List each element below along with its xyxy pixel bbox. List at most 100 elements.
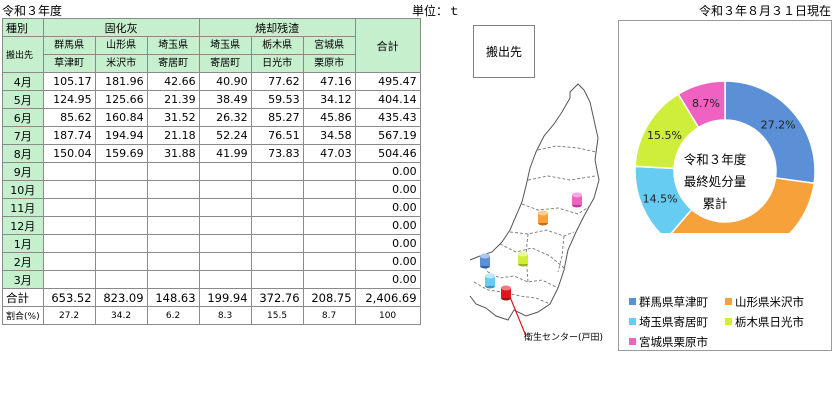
marker-yonezawa-icon	[538, 210, 548, 226]
legend-swatch	[725, 318, 732, 325]
table-row: 3月 0.00	[2, 270, 421, 289]
value-cell	[302, 216, 356, 235]
value-cell	[198, 270, 252, 289]
value-cell	[146, 234, 200, 253]
month-label: 4月	[2, 72, 44, 91]
value-cell	[146, 270, 200, 289]
col-place: 日光市	[250, 54, 304, 73]
value-cell	[42, 198, 96, 217]
value-cell	[42, 252, 96, 271]
value-cell: 31.52	[146, 108, 200, 127]
col-pref: 宮城県	[302, 36, 356, 55]
value-cell: 85.62	[42, 108, 96, 127]
month-label: 11月	[2, 198, 44, 217]
value-cell: 31.88	[146, 144, 200, 163]
value-cell: 26.32	[198, 108, 252, 127]
col-pref: 栃木県	[250, 36, 304, 55]
month-label: 2月	[2, 252, 44, 271]
value-cell	[198, 216, 252, 235]
value-cell	[42, 216, 96, 235]
value-cell	[94, 198, 148, 217]
pct-cell: 34.2	[94, 306, 148, 325]
pct-total: 100	[354, 306, 421, 325]
value-cell	[42, 270, 96, 289]
value-cell	[250, 162, 304, 181]
value-cell	[198, 162, 252, 181]
value-cell: 194.94	[94, 126, 148, 145]
disposal-table: 種別 固化灰 焼却残渣 合計 搬出先 群馬県 山形県 埼玉県 埼玉県 栃木県 宮…	[2, 18, 421, 325]
row-total: 404.14	[354, 90, 421, 109]
month-label: 5月	[2, 90, 44, 109]
value-cell	[198, 180, 252, 199]
table-row: 4月 105.17 181.96 42.66 40.90 77.62 47.16 495.47	[2, 72, 421, 91]
col-pref: 山形県	[94, 36, 148, 55]
value-cell	[302, 162, 356, 181]
row-total: 435.43	[354, 108, 421, 127]
month-label: 10月	[2, 180, 44, 199]
legend-swatch	[725, 298, 732, 305]
legend-item: 栃木県日光市	[725, 314, 804, 330]
donut-slice-label: 27.2%	[761, 119, 796, 132]
chart-center-line1: 令和３年度	[683, 152, 747, 167]
value-cell: 77.62	[250, 72, 304, 91]
value-cell	[302, 180, 356, 199]
row-total: 567.19	[354, 126, 421, 145]
value-cell: 38.49	[198, 90, 252, 109]
col-place: 栗原市	[302, 54, 356, 73]
legend-label: 群馬県草津町	[639, 295, 708, 309]
value-cell	[302, 198, 356, 217]
value-cell	[146, 198, 200, 217]
value-cell	[302, 234, 356, 253]
sum-cell: 372.76	[250, 288, 304, 307]
row-total: 0.00	[354, 180, 421, 199]
month-label: 9月	[2, 162, 44, 181]
value-cell	[42, 234, 96, 253]
destination-box: 搬出先	[473, 25, 535, 78]
legend-label: 宮城県栗原市	[639, 335, 708, 349]
col-pref: 群馬県	[42, 36, 96, 55]
pct-cell: 15.5	[250, 306, 304, 325]
value-cell	[146, 162, 200, 181]
col-pref: 埼玉県	[146, 36, 200, 55]
value-cell	[250, 180, 304, 199]
value-cell: 159.69	[94, 144, 148, 163]
marker-kurihara-icon	[572, 192, 582, 208]
col-pref: 埼玉県	[198, 36, 252, 55]
donut-slice	[677, 80, 726, 129]
value-cell	[250, 234, 304, 253]
legend-item: 埼玉県寄居町	[629, 314, 708, 330]
legend-swatch	[629, 298, 636, 305]
sum-cell: 208.75	[302, 288, 356, 307]
row-total: 504.46	[354, 144, 421, 163]
total-column-header: 合計	[354, 18, 421, 73]
row-total: 0.00	[354, 252, 421, 271]
donut-slice	[670, 177, 816, 233]
value-cell	[302, 270, 356, 289]
value-cell	[146, 252, 200, 271]
value-cell	[250, 270, 304, 289]
unit-label: 単位：ｔ	[412, 4, 461, 18]
table-row: 10月 0.00	[2, 180, 421, 199]
sanitation-center-label: 衛生センター(戸田)	[524, 333, 604, 343]
donut-slice-label: 8.7%	[692, 97, 720, 110]
value-cell	[94, 234, 148, 253]
value-cell: 41.99	[198, 144, 252, 163]
value-cell	[198, 198, 252, 217]
table-row: 5月 124.95 125.66 21.39 38.49 59.53 34.12 404.14	[2, 90, 421, 109]
marker-toda-icon	[501, 285, 511, 301]
value-cell: 59.53	[250, 90, 304, 109]
table-row: 7月 187.74 194.94 21.18 52.24 76.51 34.58 567.19	[2, 126, 421, 145]
row-total: 0.00	[354, 198, 421, 217]
value-cell: 187.74	[42, 126, 96, 145]
value-cell	[198, 234, 252, 253]
table-row: 9月 0.00	[2, 162, 421, 181]
table-row: 11月 0.00	[2, 198, 421, 217]
destination-label: 搬出先	[2, 36, 44, 73]
legend-swatch	[629, 318, 636, 325]
value-cell	[94, 180, 148, 199]
marker-kusatsu-icon	[480, 253, 490, 269]
value-cell: 21.18	[146, 126, 200, 145]
value-cell	[250, 216, 304, 235]
col-place: 寄居町	[146, 54, 200, 73]
fly-ash-group-header: 固化灰	[42, 18, 200, 37]
